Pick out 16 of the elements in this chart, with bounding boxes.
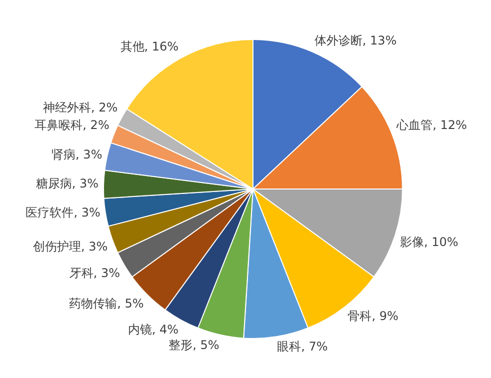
slice-label: 骨科, 9% [348,309,398,324]
slice-label: 整形, 5% [168,338,220,352]
slice-label: 肾病, 3% [52,147,102,162]
slice-label: 神经外科, 2% [42,100,118,115]
slice-label: 医疗软件, 3% [26,205,100,220]
slice-label: 内镜, 4% [128,322,179,337]
slice-label: 心血管, 12% [396,118,467,132]
slice-label: 体外诊断, 13% [314,33,397,48]
slice-label: 药物传输, 5% [69,296,144,310]
slice-label: 其他, 16% [120,40,179,54]
slice-label: 糖尿病, 3% [36,176,99,190]
slice-label: 影像, 10% [400,234,458,249]
slice-label: 耳鼻喉科, 2% [34,118,110,132]
slice-label: 眼科, 7% [277,340,328,354]
slice-label: 创伤护理, 3% [32,239,108,254]
slice-label: 牙科, 3% [69,266,120,280]
